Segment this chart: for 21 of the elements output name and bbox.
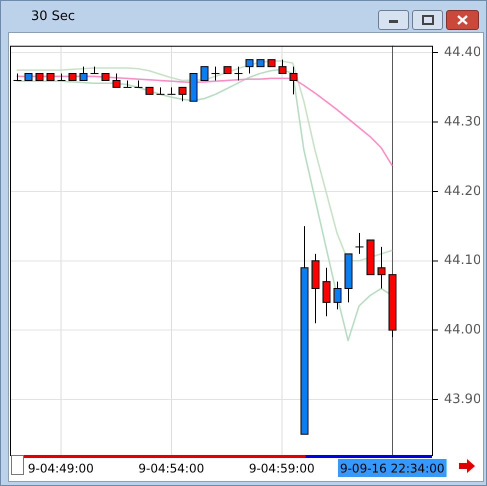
candlestick	[13, 73, 22, 81]
y-tick-label: 44.30	[444, 114, 482, 130]
candlestick	[90, 66, 99, 74]
candlestick	[134, 80, 143, 88]
y-tick-label: 44.00	[444, 322, 482, 338]
y-tick-label: 44.10	[444, 253, 482, 268]
y-tick-label: 44.20	[444, 184, 482, 199]
candlestick	[355, 232, 364, 254]
candlestick	[57, 73, 66, 81]
candlestick	[211, 66, 220, 81]
x-tick-label: 9-04:54:00	[138, 461, 204, 476]
x-tick-label: 9-04:49:00	[28, 461, 94, 476]
candlestick	[234, 66, 243, 81]
candlestick	[123, 80, 132, 88]
candlestick	[156, 86, 165, 95]
x-tick-label: 9-09-16 22:34:00	[340, 461, 445, 476]
chart-title: 30 Sec	[31, 9, 76, 24]
y-tick-label: 43.90	[444, 392, 482, 407]
x-tick-label: 9-04:59:00	[248, 461, 315, 476]
candlestick	[167, 86, 176, 95]
y-tick-label: 44.40	[444, 45, 482, 60]
